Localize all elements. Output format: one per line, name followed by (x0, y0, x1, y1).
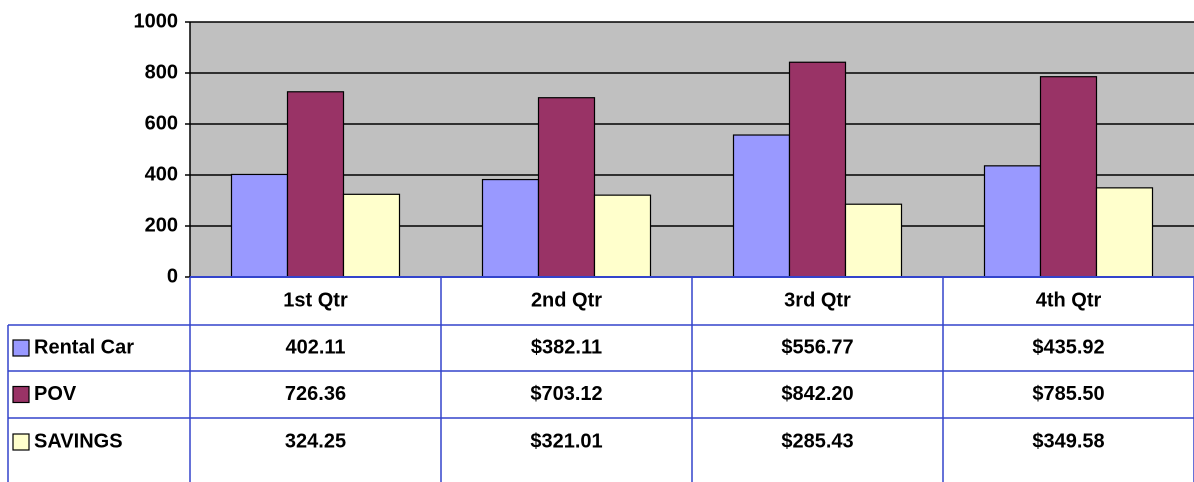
bar (286, 91, 345, 278)
table-cell: $435.92 (1032, 336, 1104, 358)
legend-label: Rental Car (34, 336, 134, 358)
table-cell: $321.01 (530, 430, 602, 452)
bar (1039, 76, 1098, 278)
bar (481, 178, 540, 278)
table-cell: $382.11 (531, 336, 602, 358)
y-tick-label: 600 (145, 112, 178, 134)
legend-label: POV (34, 383, 77, 405)
table-cell: $285.43 (781, 430, 853, 452)
y-tick-label: 800 (145, 61, 178, 83)
table-cell: $349.58 (1032, 430, 1104, 452)
table-cell: 402.11 (285, 336, 345, 358)
bar (537, 97, 596, 278)
table-cell: $842.20 (781, 383, 853, 405)
bar (342, 193, 401, 278)
y-tick-label: 0 (167, 265, 178, 287)
bar (593, 194, 652, 278)
table-cell: 726.36 (285, 383, 346, 405)
legend-key (12, 339, 30, 357)
bar (844, 203, 903, 278)
bar (983, 165, 1042, 278)
x-tick-label: 1st Qtr (283, 289, 348, 311)
legend-label: SAVINGS (34, 430, 123, 452)
table-cell: $556.77 (781, 336, 853, 358)
bar (788, 61, 847, 278)
x-tick-label: 3rd Qtr (784, 289, 851, 311)
legend-key (12, 433, 30, 451)
bar (230, 173, 289, 278)
bar (732, 134, 791, 278)
y-tick-label: 400 (145, 163, 178, 185)
y-tick-label: 200 (145, 214, 178, 236)
bar (1095, 187, 1154, 278)
x-tick-label: 4th Qtr (1036, 289, 1102, 311)
legend-key (12, 385, 30, 404)
y-tick-label: 1000 (134, 10, 179, 32)
table-cell: $785.50 (1032, 383, 1104, 405)
table-cell: $703.12 (530, 383, 602, 405)
x-tick-label: 2nd Qtr (531, 289, 602, 311)
table-cell: 324.25 (285, 430, 346, 452)
